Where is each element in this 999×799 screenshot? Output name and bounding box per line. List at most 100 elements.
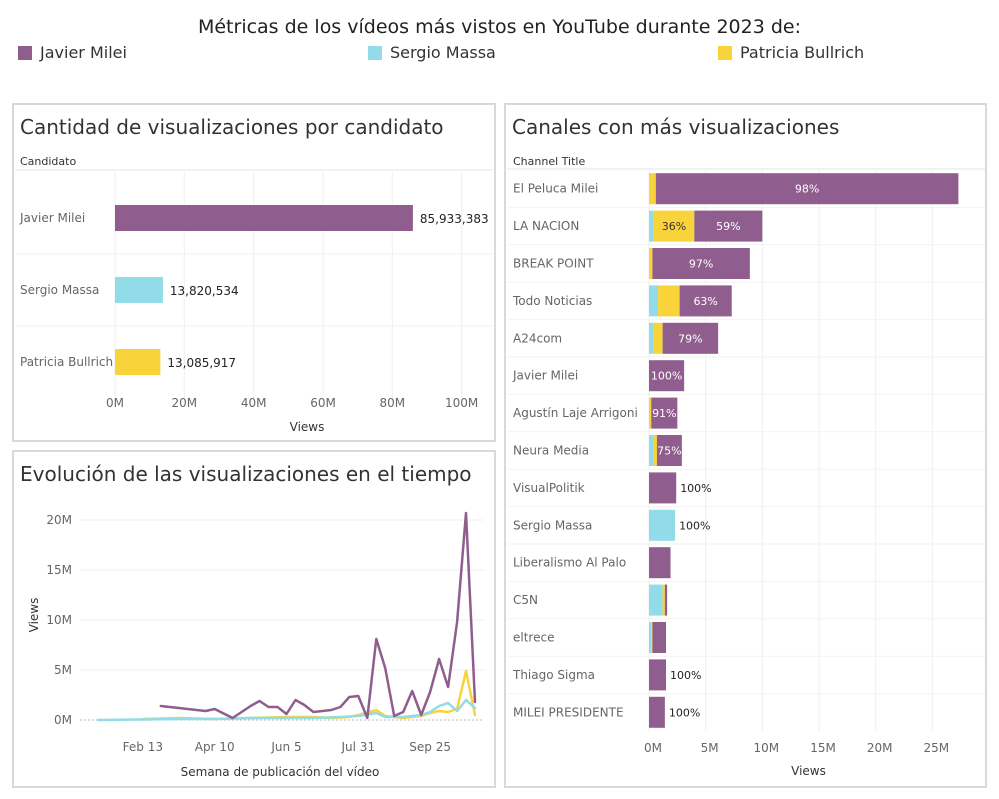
- legend: Javier Milei Sergio Massa Patricia Bullr…: [0, 43, 999, 65]
- legend-label-milei: Javier Milei: [40, 43, 127, 62]
- bar-sergio-massa: [115, 277, 163, 303]
- channel-label: C5N: [513, 593, 538, 607]
- x-tick-label: 0M: [106, 396, 124, 410]
- bar-segment-sergio-massa: [649, 435, 654, 466]
- timeline-panel: Evolución de las visualizaciones en el t…: [12, 450, 496, 788]
- bar-segment-sergio-massa: [649, 210, 654, 242]
- y-tick-label: 10M: [46, 613, 72, 627]
- channel-label: Javier Milei: [512, 369, 578, 383]
- x-tick-label: 15M: [810, 741, 836, 755]
- channel-label: Sergio Massa: [513, 518, 592, 532]
- segment-label: 91%: [652, 407, 676, 420]
- channel-label: Neura Media: [513, 444, 589, 458]
- bar-segment-javier-milei: [649, 472, 677, 504]
- series-line-javier-milei: [159, 511, 477, 720]
- bar-segment-patricia-bullrich: [653, 322, 663, 354]
- segment-label: 63%: [693, 295, 717, 308]
- bar-segment-sergio-massa: [649, 322, 654, 354]
- x-axis-title: Views: [290, 420, 325, 434]
- segment-label: 98%: [795, 183, 819, 196]
- y-tick-label: 15M: [46, 563, 72, 577]
- category-label: Patricia Bullrich: [20, 355, 113, 369]
- x-axis-title: Semana de publicación del vídeo: [181, 765, 380, 779]
- channel-label: BREAK POINT: [513, 257, 594, 271]
- channel-label: eltrece: [513, 631, 554, 645]
- segment-label: 97%: [689, 258, 713, 271]
- x-tick-label: Feb 13: [123, 740, 163, 754]
- data-label: 85,933,383: [420, 212, 489, 226]
- legend-item-massa[interactable]: Sergio Massa: [368, 43, 496, 62]
- bar-segment-javier-milei: [662, 322, 719, 354]
- bar-segment-patricia-bullrich: [649, 173, 656, 205]
- bar-segment-javier-milei: [664, 584, 668, 616]
- x-tick-label: 5M: [701, 741, 719, 755]
- channel-label: Agustín Laje Arrigoni: [513, 406, 638, 420]
- bar-segment-javier-milei: [649, 659, 666, 691]
- channel-label: VisualPolitik: [513, 481, 585, 495]
- segment-label: 100%: [651, 370, 682, 383]
- y-axis-title: Views: [27, 598, 41, 633]
- x-tick-label: Jul 31: [341, 740, 376, 754]
- legend-swatch-massa: [368, 45, 382, 60]
- bar-segment-sergio-massa: [649, 622, 652, 653]
- x-axis-title: Views: [791, 764, 826, 778]
- bar-segment-javier-milei: [652, 622, 666, 653]
- x-tick-label: 100M: [445, 396, 478, 410]
- bar-segment-javier-milei: [656, 435, 682, 466]
- x-tick-label: Sep 25: [409, 740, 451, 754]
- x-tick-label: 0M: [644, 741, 662, 755]
- bar-segment-patricia-bullrich: [649, 248, 653, 279]
- x-tick-label: 25M: [924, 741, 950, 755]
- x-tick-label: 20M: [867, 741, 893, 755]
- x-tick-label: 40M: [241, 396, 267, 410]
- channel-label: MILEI PRESIDENTE: [513, 705, 624, 719]
- data-label: 100%: [679, 519, 710, 532]
- data-label: 100%: [669, 706, 700, 719]
- x-tick-label: 80M: [380, 396, 406, 410]
- legend-swatch-milei: [18, 45, 32, 60]
- channel-label: Thiago Sigma: [512, 668, 595, 682]
- bar-segment-patricia-bullrich: [662, 584, 665, 616]
- series-line-patricia-bullrich: [141, 669, 477, 721]
- candidates-panel-title: Cantidad de visualizaciones por candidat…: [20, 115, 444, 139]
- x-tick-label: 60M: [310, 396, 336, 410]
- bar-segment-sergio-massa: [649, 285, 659, 317]
- candidates-chart: Candidato 0M 20M 40M 60M 80M 100M Javier Milei 8…: [15, 155, 493, 434]
- legend-label-bullrich: Patricia Bullrich: [740, 43, 865, 62]
- channels-panel: Canales con más visualizaciones Channel …: [504, 103, 987, 788]
- bar-segment-patricia-bullrich: [649, 397, 652, 429]
- bar-segment-sergio-massa: [649, 584, 663, 616]
- segment-label: 75%: [657, 445, 681, 458]
- bar-segment-javier-milei: [649, 696, 665, 728]
- channel-label: Todo Noticias: [512, 294, 592, 308]
- timeline-panel-title: Evolución de las visualizaciones en el t…: [20, 462, 472, 486]
- dashboard-title: Métricas de los vídeos más vistos en You…: [197, 16, 802, 38]
- data-label: 13,085,917: [167, 356, 236, 370]
- channels-row-header: Channel Title: [513, 155, 585, 168]
- bar-segment-patricia-bullrich: [653, 210, 695, 242]
- y-tick-label: 0M: [54, 713, 72, 727]
- timeline-chart: 0M 5M 10M 15M 20M Feb 13 Apr 10 Jun 5 Jul 31 Sep …: [27, 511, 484, 779]
- segment-label: 79%: [678, 332, 702, 345]
- data-label: 100%: [680, 482, 711, 495]
- candidates-panel: Cantidad de visualizaciones por candidat…: [12, 103, 496, 442]
- channels-chart: Channel Title 0M 5M 10M 15M 20M 25M El Peluca M…: [507, 155, 985, 778]
- channel-label: Liberalismo Al Palo: [513, 556, 626, 570]
- bar-segment-javier-milei: [649, 547, 671, 579]
- y-tick-label: 20M: [46, 513, 72, 527]
- legend-item-bullrich[interactable]: Patricia Bullrich: [718, 43, 864, 62]
- bar-segment-javier-milei: [694, 210, 763, 242]
- x-tick-label: Jun 5: [270, 740, 301, 754]
- y-tick-label: 5M: [54, 663, 72, 677]
- category-label: Sergio Massa: [20, 283, 99, 297]
- data-label: 13,820,534: [170, 284, 239, 298]
- legend-swatch-bullrich: [718, 45, 732, 60]
- x-tick-label: 10M: [754, 741, 780, 755]
- bar-segment-javier-milei: [679, 285, 732, 317]
- segment-label: 36%: [662, 220, 686, 233]
- legend-item-milei[interactable]: Javier Milei: [18, 43, 127, 62]
- bar-segment-javier-milei: [655, 173, 959, 205]
- channel-label: A24com: [513, 331, 562, 345]
- bar-segment-sergio-massa: [649, 509, 676, 541]
- series-line-sergio-massa: [96, 698, 477, 722]
